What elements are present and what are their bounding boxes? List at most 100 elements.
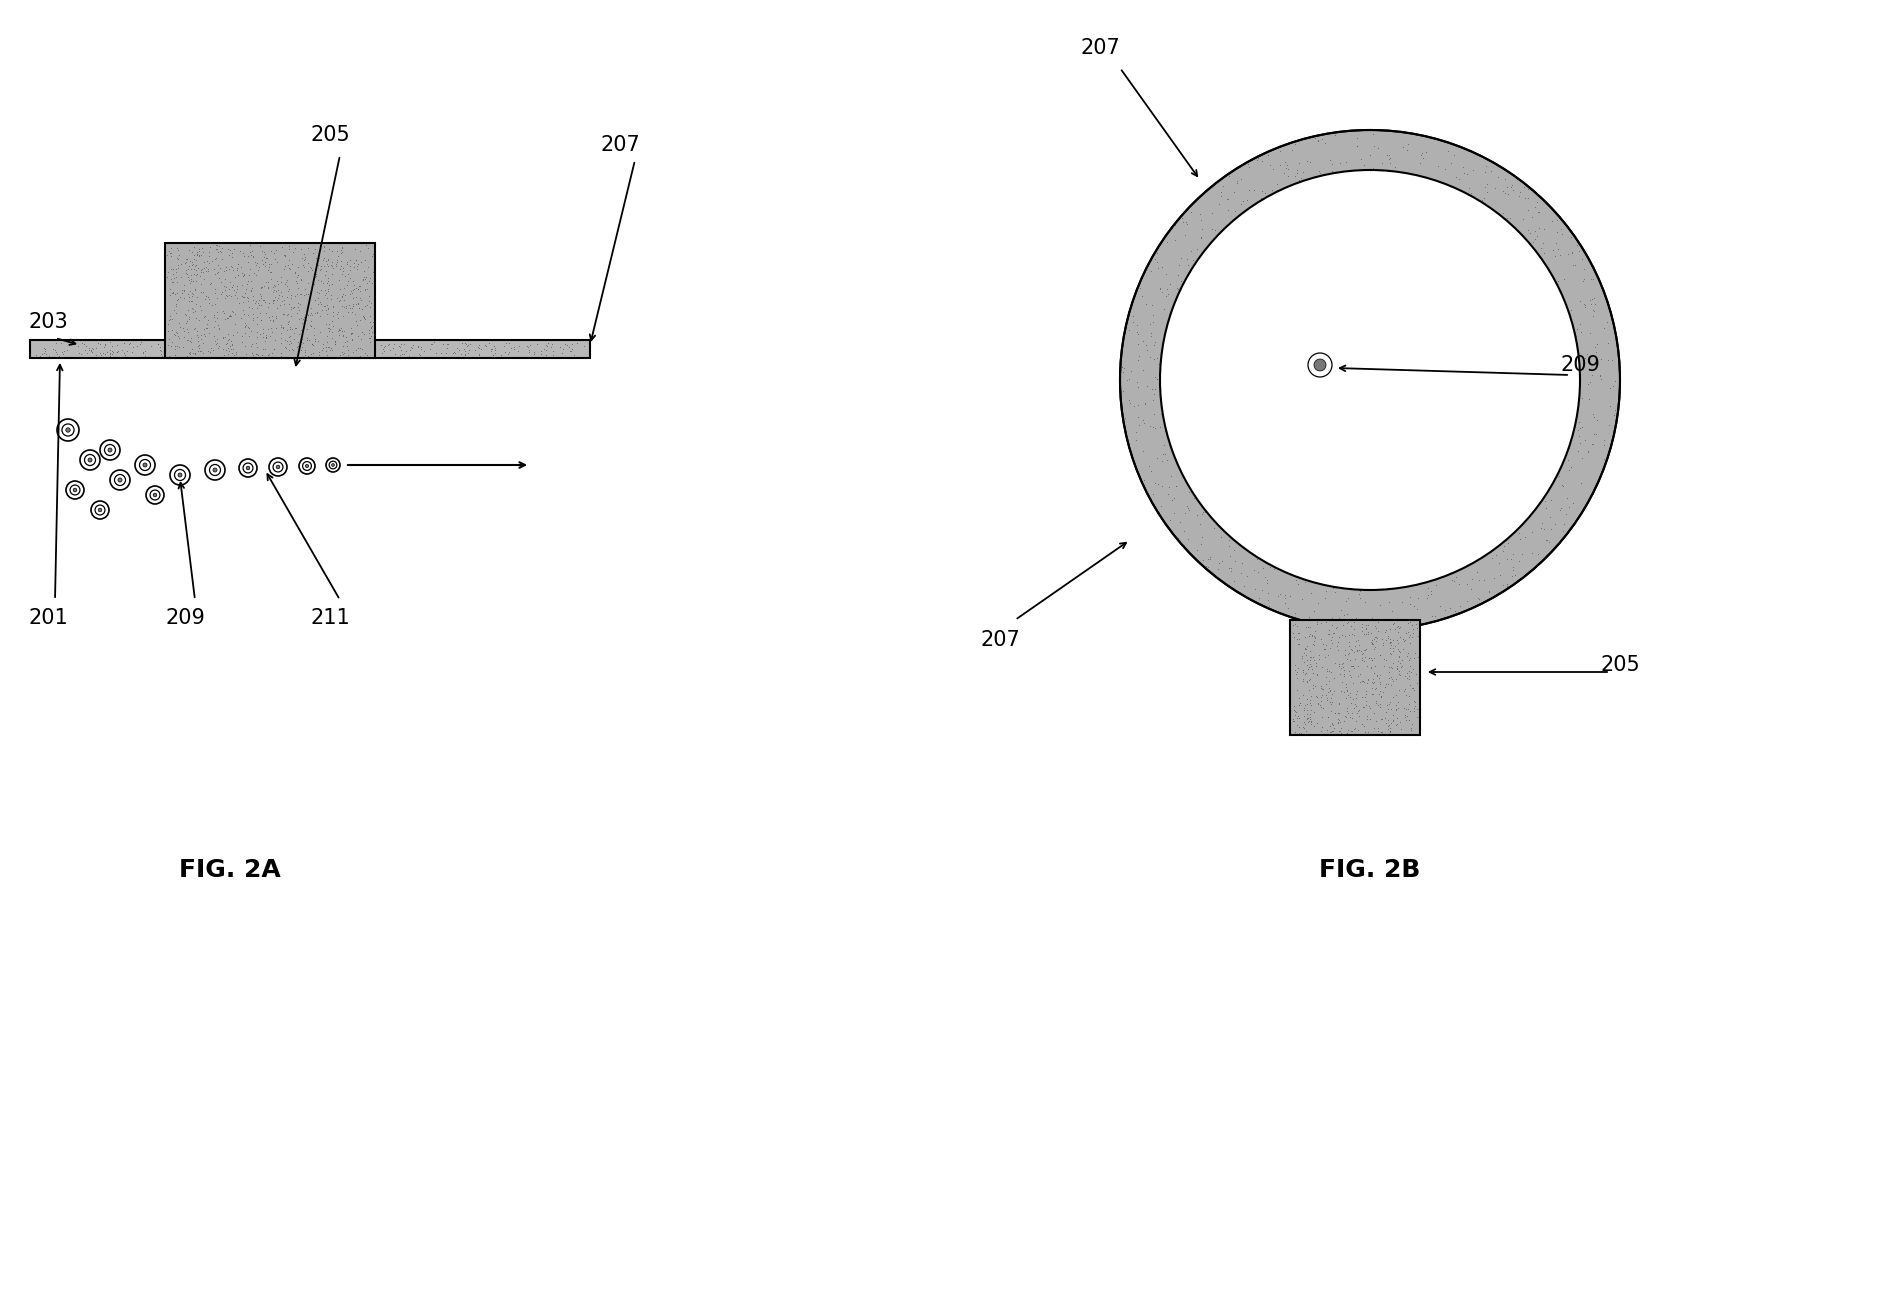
Point <box>242 291 272 312</box>
Point <box>253 296 283 317</box>
Point <box>1290 707 1320 727</box>
Point <box>1323 709 1354 730</box>
Point <box>1288 162 1318 183</box>
Point <box>1295 704 1325 725</box>
Point <box>1346 581 1376 602</box>
Point <box>249 276 279 296</box>
Point <box>287 320 317 341</box>
Point <box>300 302 330 323</box>
Point <box>1322 636 1352 657</box>
Point <box>480 338 510 359</box>
Point <box>1203 552 1233 573</box>
Point <box>1180 547 1210 568</box>
Point <box>204 336 234 357</box>
Point <box>1129 394 1159 415</box>
Point <box>1359 671 1390 692</box>
Point <box>330 338 361 359</box>
Point <box>306 259 336 279</box>
Point <box>480 336 510 357</box>
Point <box>1395 632 1425 653</box>
Point <box>1548 521 1578 542</box>
Point <box>1163 528 1193 549</box>
Point <box>1397 623 1427 644</box>
Point <box>325 341 355 362</box>
Point <box>404 336 434 357</box>
Point <box>1390 666 1420 687</box>
Point <box>43 345 74 366</box>
Point <box>1242 562 1273 582</box>
Point <box>351 279 381 300</box>
Point <box>1288 589 1318 610</box>
Point <box>1352 669 1382 690</box>
Point <box>1344 584 1374 605</box>
Point <box>332 251 362 272</box>
Point <box>1573 441 1603 462</box>
Text: 203: 203 <box>28 312 68 332</box>
Point <box>259 311 289 332</box>
Point <box>166 283 196 304</box>
Point <box>189 261 219 282</box>
Point <box>153 240 183 261</box>
Point <box>172 252 202 273</box>
Point <box>1380 669 1410 690</box>
Point <box>160 323 191 343</box>
Point <box>270 345 300 366</box>
Point <box>98 341 128 362</box>
Point <box>1374 692 1405 713</box>
Point <box>1395 700 1425 721</box>
Point <box>1305 649 1335 670</box>
Point <box>245 287 276 308</box>
Point <box>1172 214 1203 235</box>
Point <box>1342 666 1373 687</box>
Point <box>174 290 204 311</box>
Point <box>266 323 296 343</box>
Point <box>313 278 344 299</box>
Point <box>172 263 202 283</box>
Point <box>317 273 347 294</box>
Point <box>1214 535 1244 556</box>
Point <box>1137 389 1167 410</box>
Point <box>276 306 306 326</box>
Point <box>1407 145 1437 166</box>
Point <box>1340 695 1371 716</box>
Point <box>1322 713 1352 734</box>
Point <box>155 308 185 329</box>
Point <box>1376 674 1407 695</box>
Point <box>1127 286 1157 307</box>
Point <box>1163 277 1193 298</box>
Point <box>306 270 336 291</box>
Point <box>1359 679 1390 700</box>
Point <box>1599 371 1629 392</box>
Point <box>1580 337 1610 358</box>
Point <box>278 319 308 340</box>
Point <box>1388 656 1418 677</box>
Point <box>349 323 379 343</box>
Point <box>1569 294 1599 315</box>
Point <box>1357 632 1388 653</box>
Point <box>312 299 342 320</box>
Point <box>1507 543 1537 564</box>
Point <box>236 244 266 265</box>
Point <box>1357 669 1388 690</box>
Point <box>1556 299 1586 320</box>
Point <box>64 342 94 363</box>
Point <box>1337 703 1367 724</box>
Point <box>1172 248 1203 269</box>
Point <box>227 274 257 295</box>
Point <box>1297 677 1327 697</box>
Point <box>1186 210 1216 231</box>
Point <box>30 338 60 359</box>
Point <box>247 277 278 298</box>
Point <box>272 320 302 341</box>
Point <box>1367 686 1397 707</box>
Text: 209: 209 <box>164 609 206 628</box>
Point <box>159 281 189 302</box>
Point <box>312 332 342 353</box>
Point <box>1558 242 1588 263</box>
Point <box>332 270 362 291</box>
Point <box>1282 615 1312 636</box>
Point <box>1254 155 1284 176</box>
Point <box>259 293 289 313</box>
Point <box>1505 182 1535 202</box>
Point <box>315 319 346 340</box>
